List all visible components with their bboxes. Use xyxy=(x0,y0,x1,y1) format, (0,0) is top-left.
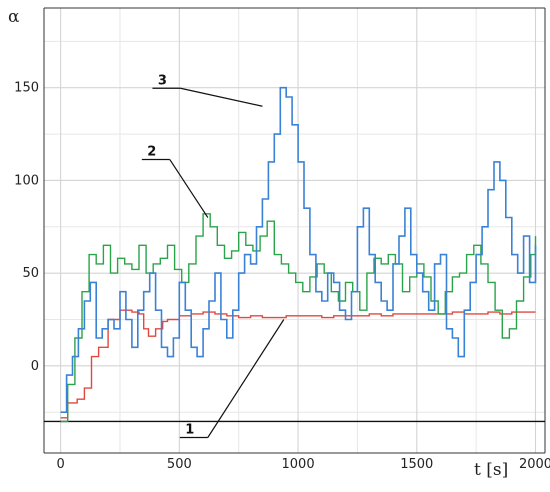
x-tick-label: 1000 xyxy=(282,457,315,472)
series-line-3 xyxy=(60,86,537,413)
x-tick-label: 1500 xyxy=(400,457,433,472)
x-tick-label: 2000 xyxy=(519,457,550,472)
y-axis-title: α xyxy=(8,7,20,27)
series-annotations: 1 2 3 xyxy=(141,73,285,439)
series-lines xyxy=(60,86,537,423)
x-tick-label: 0 xyxy=(56,457,64,472)
annotation-label-3: 3 xyxy=(158,73,167,88)
annotation-label-2: 2 xyxy=(147,145,156,160)
x-axis-title: t [s] xyxy=(474,460,508,480)
annotation-pointer-2 xyxy=(169,159,209,218)
series-line-2 xyxy=(60,213,537,423)
tick-labels: 0 500 1000 1500 2000 0 50 100 150 xyxy=(14,81,550,472)
plot-area xyxy=(44,8,545,453)
annotation-pointer-3 xyxy=(180,87,263,107)
annotation-label-1: 1 xyxy=(185,423,194,438)
y-tick-label: 100 xyxy=(14,173,39,188)
x-tick-label: 500 xyxy=(167,457,192,472)
y-tick-label: 0 xyxy=(31,359,39,374)
y-tick-label: 50 xyxy=(22,266,39,281)
y-tick-label: 150 xyxy=(14,81,39,96)
annotation-pointer-1 xyxy=(207,319,285,438)
